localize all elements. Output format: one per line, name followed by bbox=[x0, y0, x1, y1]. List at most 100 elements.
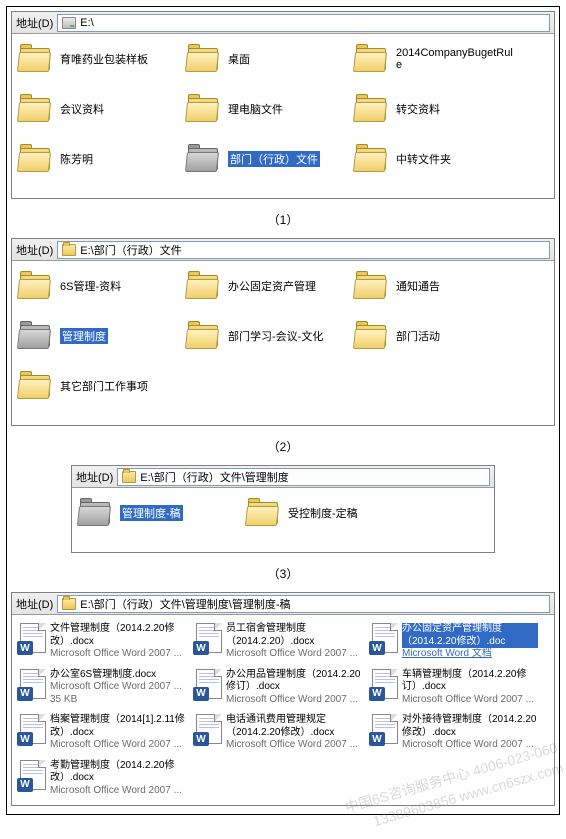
folder-item[interactable]: 桌面 bbox=[186, 44, 346, 74]
folder-label: 管理制度 bbox=[60, 328, 108, 344]
caption-3: （3） bbox=[11, 557, 555, 592]
word-doc-icon: W bbox=[20, 714, 46, 744]
folder-item[interactable]: 理电脑文件 bbox=[186, 94, 346, 124]
folder-label: 其它部门工作事项 bbox=[60, 378, 148, 394]
folder-item[interactable]: 部门学习-会议-文化 bbox=[186, 321, 346, 351]
folder-item[interactable]: 育唯药业包装样板 bbox=[18, 44, 178, 74]
folder-item[interactable]: 管理制度-稿 bbox=[78, 498, 238, 528]
file-name: 考勤管理制度（2014.2.20修改）.docx bbox=[50, 760, 186, 785]
file-item[interactable]: W员工宿舍管理制度（2014.2.20）.docxMicrosoft Offic… bbox=[194, 621, 364, 663]
folder-item[interactable]: 管理制度 bbox=[18, 321, 178, 351]
file-item[interactable]: W考勤管理制度（2014.2.20修改）.docxMicrosoft Offic… bbox=[18, 758, 188, 800]
folder-label: 桌面 bbox=[228, 51, 250, 67]
folder-item[interactable]: 通知通告 bbox=[354, 271, 514, 301]
folder-item[interactable]: 陈芳明 bbox=[18, 144, 178, 174]
address-field[interactable]: E:\部门（行政）文件 bbox=[57, 241, 550, 259]
folder-icon bbox=[18, 94, 54, 124]
folder-item[interactable]: 中转文件夹 bbox=[354, 144, 514, 174]
folder-icon bbox=[354, 94, 390, 124]
folder-item[interactable]: 办公固定资产管理 bbox=[186, 271, 346, 301]
folder-label: 部门活动 bbox=[396, 328, 440, 344]
folder-item[interactable]: 部门活动 bbox=[354, 321, 514, 351]
file-text: 对外接待管理制度（2014.2.20修改）.docxMicrosoft Offi… bbox=[402, 714, 538, 752]
file-item[interactable]: W电话通讯费用管理规定（2014.2.20修改）.docxMicrosoft O… bbox=[194, 712, 364, 754]
word-doc-icon: W bbox=[372, 623, 398, 653]
folder-item[interactable]: 2014CompanyBugetRule bbox=[354, 44, 514, 74]
folder-icon bbox=[246, 498, 282, 528]
address-path: E:\部门（行政）文件\管理制度\管理制度-稿 bbox=[80, 596, 290, 612]
folder-label: 会议资料 bbox=[60, 101, 104, 117]
file-meta: Microsoft Office Word 2007 ...35 KB bbox=[50, 681, 182, 706]
folder-icon bbox=[18, 371, 54, 401]
folder-item[interactable]: 其它部门工作事项 bbox=[18, 371, 178, 401]
address-field[interactable]: E:\部门（行政）文件\管理制度 bbox=[117, 468, 490, 486]
word-doc-icon: W bbox=[372, 714, 398, 744]
file-tiles: W文件管理制度（2014.2.20修改）.docxMicrosoft Offic… bbox=[12, 615, 554, 805]
folder-item[interactable]: 6S管理-资料 bbox=[18, 271, 178, 301]
file-text: 文件管理制度（2014.2.20修改）.docxMicrosoft Office… bbox=[50, 623, 186, 661]
folder-icon bbox=[354, 321, 390, 351]
address-field[interactable]: E:\部门（行政）文件\管理制度\管理制度-稿 bbox=[57, 595, 550, 613]
address-path: E:\ bbox=[80, 17, 93, 29]
file-item[interactable]: W文件管理制度（2014.2.20修改）.docxMicrosoft Offic… bbox=[18, 621, 188, 663]
folder-label: 部门（行政）文件 bbox=[228, 151, 320, 167]
file-name: 电话通讯费用管理规定（2014.2.20修改）.docx bbox=[226, 714, 362, 739]
file-name: 办公固定资产管理制度（2014.2.20修改）.doc bbox=[402, 623, 538, 648]
file-item[interactable]: W办公室6S管理制度.docxMicrosoft Office Word 200… bbox=[18, 667, 188, 709]
folder-label: 6S管理-资料 bbox=[60, 278, 121, 294]
folder-icon bbox=[18, 271, 54, 301]
file-name: 办公用品管理制度（2014.2.20修订）.docx bbox=[226, 669, 362, 694]
folder-icon bbox=[354, 144, 390, 174]
file-item[interactable]: W办公固定资产管理制度（2014.2.20修改）.docMicrosoft Wo… bbox=[370, 621, 540, 663]
folder-icon bbox=[62, 244, 76, 256]
file-name: 档案管理制度（2014[1].2.11修改）.docx bbox=[50, 714, 186, 739]
word-doc-icon: W bbox=[372, 669, 398, 699]
folder-item[interactable]: 受控制度-定稿 bbox=[246, 498, 406, 528]
file-meta: Microsoft Office Word 2007 ... bbox=[50, 648, 186, 661]
word-doc-icon: W bbox=[20, 760, 46, 790]
folder-label: 理电脑文件 bbox=[228, 101, 283, 117]
address-label: 地址(D) bbox=[16, 15, 53, 31]
folder-label: 转交资料 bbox=[396, 101, 440, 117]
file-text: 考勤管理制度（2014.2.20修改）.docxMicrosoft Office… bbox=[50, 760, 186, 798]
address-bar: 地址(D) E:\ bbox=[12, 12, 554, 34]
file-meta: Microsoft Word 文档 bbox=[402, 648, 538, 661]
file-item[interactable]: W对外接待管理制度（2014.2.20修改）.docxMicrosoft Off… bbox=[370, 712, 540, 754]
file-text: 办公用品管理制度（2014.2.20修订）.docxMicrosoft Offi… bbox=[226, 669, 362, 707]
file-item[interactable]: W车辆管理制度（2014.2.20修订）.docxMicrosoft Offic… bbox=[370, 667, 540, 709]
folder-item[interactable]: 转交资料 bbox=[354, 94, 514, 124]
word-doc-icon: W bbox=[196, 623, 222, 653]
file-name: 员工宿舍管理制度（2014.2.20）.docx bbox=[226, 623, 362, 648]
folder-label: 2014CompanyBugetRule bbox=[396, 47, 514, 71]
folder-item[interactable]: 会议资料 bbox=[18, 94, 178, 124]
folder-icon bbox=[18, 321, 54, 351]
file-meta: Microsoft Office Word 2007 ... bbox=[226, 739, 362, 752]
folder-icon bbox=[186, 94, 222, 124]
folder-icon bbox=[78, 498, 114, 528]
folder-item[interactable]: 部门（行政）文件 bbox=[186, 144, 346, 174]
folder-icon bbox=[62, 598, 76, 610]
file-item[interactable]: W档案管理制度（2014[1].2.11修改）.docxMicrosoft Of… bbox=[18, 712, 188, 754]
folder-icon bbox=[122, 471, 136, 483]
folder-pane: 育唯药业包装样板 桌面 2014CompanyBugetRule 会议资料 理电脑文件 转… bbox=[12, 34, 554, 198]
folder-icon bbox=[354, 271, 390, 301]
file-text: 员工宿舍管理制度（2014.2.20）.docxMicrosoft Office… bbox=[226, 623, 362, 661]
folder-pane: 管理制度-稿 受控制度-定稿 bbox=[72, 488, 494, 552]
folder-label: 通知通告 bbox=[396, 278, 440, 294]
caption-1: （1） bbox=[11, 203, 555, 238]
folder-label: 育唯药业包装样板 bbox=[60, 51, 148, 67]
file-name: 车辆管理制度（2014.2.20修订）.docx bbox=[402, 669, 538, 694]
folder-icon bbox=[18, 44, 54, 74]
file-meta: Microsoft Office Word 2007 ... bbox=[226, 694, 362, 707]
explorer-panel-3: 地址(D) E:\部门（行政）文件\管理制度 管理制度-稿 受控制度-定稿 bbox=[71, 465, 495, 553]
folder-label: 部门学习-会议-文化 bbox=[228, 328, 323, 344]
address-bar: 地址(D) E:\部门（行政）文件\管理制度 bbox=[72, 466, 494, 488]
drive-icon bbox=[62, 17, 76, 29]
address-label: 地址(D) bbox=[76, 469, 113, 485]
address-field[interactable]: E:\ bbox=[57, 14, 550, 32]
address-label: 地址(D) bbox=[16, 242, 53, 258]
folder-label: 受控制度-定稿 bbox=[288, 505, 358, 521]
file-item[interactable]: W办公用品管理制度（2014.2.20修订）.docxMicrosoft Off… bbox=[194, 667, 364, 709]
explorer-panel-4: 地址(D) E:\部门（行政）文件\管理制度\管理制度-稿 W文件管理制度（20… bbox=[11, 592, 555, 806]
word-doc-icon: W bbox=[20, 623, 46, 653]
